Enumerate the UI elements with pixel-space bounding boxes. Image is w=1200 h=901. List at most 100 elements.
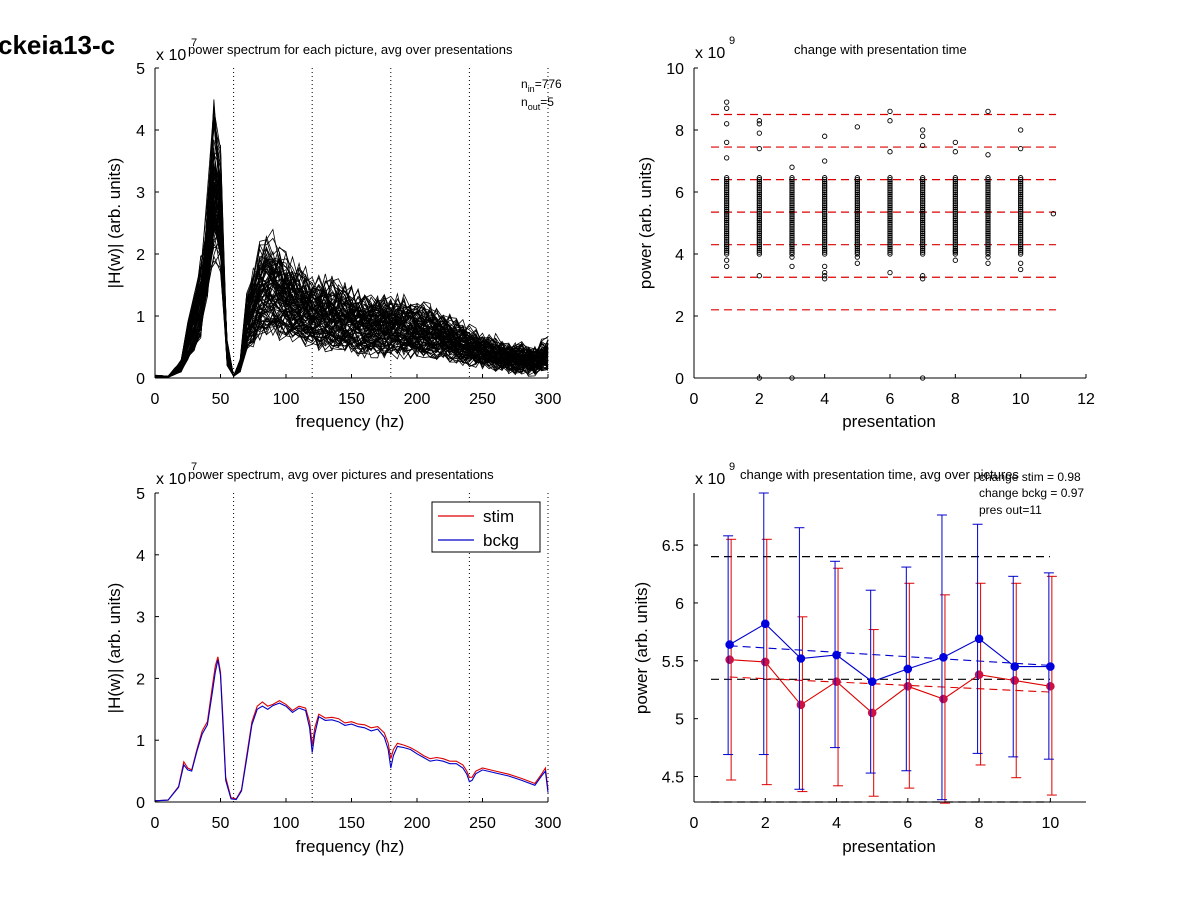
tr-scatter-point [822, 199, 828, 205]
tr-scatter-point [1018, 195, 1024, 201]
tr-scatter-point [789, 240, 795, 246]
tr-scatter-point [1018, 210, 1024, 216]
tr-scatter-point [756, 197, 762, 203]
tr-scatter-point [854, 182, 860, 188]
tr-scatter-point [952, 229, 958, 235]
tr-scatter-point [822, 227, 828, 233]
tr-scatter-point [822, 214, 828, 220]
tl-picture-spectrum-line [154, 213, 549, 378]
tr-scatter-point [756, 232, 762, 239]
tr-scatter-point [952, 216, 958, 222]
br-ytick-label: 5 [675, 712, 684, 729]
tr-scatter-point [887, 175, 893, 181]
tr-scatter-point [952, 176, 958, 183]
tr-scatter-point [854, 227, 860, 233]
bl-legend-label-stim: stim [483, 507, 514, 526]
tr-scatter-point [756, 210, 762, 216]
tr-scatter-point [789, 212, 795, 218]
tr-scatter-point [920, 221, 926, 227]
tr-scatter-point [854, 202, 860, 209]
br-annotations: change stim = 0.98 change bckg = 0.97 pr… [979, 470, 1084, 517]
tr-ytick-label: 10 [666, 61, 684, 78]
tr-scatter-point [985, 238, 991, 244]
br-ytick-label: 5.5 [662, 654, 684, 671]
tr-scatter-point [887, 238, 893, 244]
tr-scatter-point [887, 186, 893, 192]
br-ytick-label: 4.5 [662, 770, 684, 787]
tr-scatter-point [789, 176, 795, 183]
tl-xtick-label: 50 [212, 391, 230, 408]
tr-scatter-point [724, 229, 730, 235]
tr-exponent-base: x 10 [695, 45, 725, 62]
tr-scatter-point [756, 202, 762, 209]
tr-title: change with presentation time [794, 42, 967, 57]
tr-scatter-point [985, 186, 991, 192]
tr-scatter-point [789, 223, 795, 229]
tr-scatter-point [724, 230, 730, 237]
br-xtick-label: 8 [975, 815, 984, 832]
tl-xtick-label: 250 [469, 391, 496, 408]
tr-scatter-point [789, 232, 795, 239]
tr-scatter-point [789, 243, 795, 250]
tr-scatter-point [1018, 204, 1024, 211]
tr-scatter-point [854, 175, 860, 181]
tr-scatter-point [952, 199, 958, 205]
tr-scatter-point [822, 158, 828, 164]
tr-scatter-point [985, 234, 991, 240]
tr-scatter-point [789, 175, 795, 181]
tr-scatter-point [920, 232, 926, 239]
tr-scatter-point [920, 189, 926, 196]
tr-scatter-point [822, 243, 828, 250]
tr-scatter-point [920, 236, 926, 242]
panel-change-presentation: 0 2 4 6 8 10 12 0 2 4 6 8 10 change with presentatio… [636, 35, 1095, 431]
tl-x-label: frequency (hz) [296, 412, 405, 431]
tr-scatter-point [724, 197, 730, 203]
tr-scatter-point [854, 188, 860, 194]
tr-scatter-point [952, 248, 958, 254]
tr-scatter-point [854, 204, 860, 211]
tl-picture-spectrum-line [154, 171, 549, 378]
tr-scatter-point [822, 182, 828, 188]
tr-scatter-point [1018, 219, 1024, 226]
tr-scatter-point [854, 180, 860, 186]
tr-scatter-point [1018, 216, 1024, 222]
tr-scatter-point [724, 199, 730, 205]
tr-scatter-point [756, 225, 762, 231]
tr-scatter-point [887, 227, 893, 233]
tr-scatter-point [985, 216, 991, 222]
tr-scatter-point [887, 229, 893, 235]
tr-scatter-point [756, 191, 762, 198]
tr-ticks: 0 2 4 6 8 10 12 0 2 4 6 8 10 [666, 61, 1095, 408]
tr-scatter-point [887, 243, 893, 250]
tr-scatter-point [920, 208, 926, 214]
tr-scatter-point [789, 180, 795, 186]
tr-scatter-point [887, 225, 893, 231]
tr-scatter-point [887, 178, 893, 185]
tr-scatter-point [756, 208, 762, 214]
tr-x-label: presentation [842, 412, 936, 431]
bl-xtick-label: 0 [151, 815, 160, 832]
tr-scatter-point [952, 236, 958, 242]
tr-scatter-point [985, 230, 991, 237]
tr-scatter-point [952, 182, 958, 188]
tr-scatter-point [756, 221, 762, 227]
tr-scatter-point [724, 214, 730, 220]
tr-scatter-point [822, 197, 828, 203]
tr-scatter-point [756, 273, 762, 279]
tr-scatter-point [887, 251, 893, 257]
tr-scatter-point [887, 149, 893, 155]
tr-scatter-points [724, 99, 1056, 381]
tr-scatter-point [887, 118, 893, 124]
tr-scatter-point [887, 195, 893, 201]
tr-scatter-point [724, 208, 730, 214]
tr-scatter-point [854, 217, 860, 224]
tl-ytick-label: 0 [136, 371, 145, 388]
tr-scatter-point [920, 243, 926, 250]
tr-scatter-point [854, 229, 860, 235]
tr-scatter-point [920, 201, 926, 207]
tr-scatter-point [854, 234, 860, 240]
tr-scatter-point [789, 191, 795, 198]
tr-scatter-point [854, 199, 860, 205]
tl-xtick-label: 100 [273, 391, 300, 408]
tr-scatter-point [724, 175, 730, 181]
